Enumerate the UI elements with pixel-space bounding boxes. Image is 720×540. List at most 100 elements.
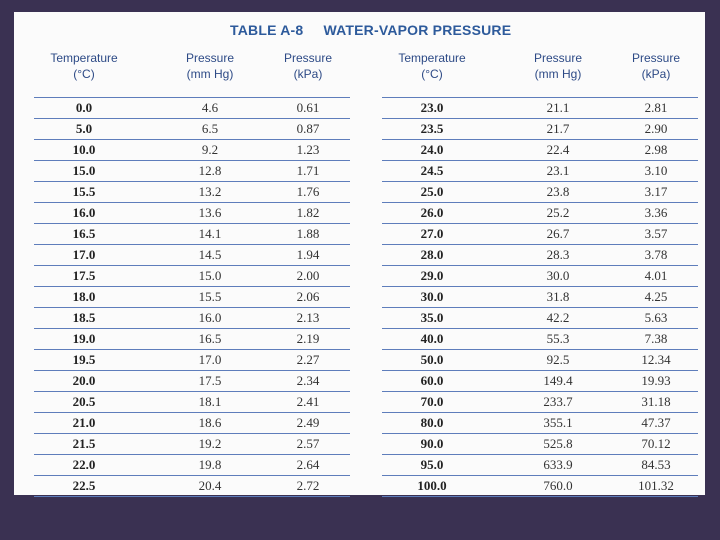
right-header-rule [382, 97, 698, 98]
left-table-row: 20.0 17.5 2.34 [34, 371, 350, 392]
pressure-mmhg-cell: 9.2 [201, 142, 219, 157]
row-rule [382, 202, 698, 203]
header-line: Pressure [631, 51, 681, 65]
header-line: Pressure [185, 51, 235, 65]
pressure-mmhg-cell: 149.4 [543, 373, 573, 388]
row-rule [382, 181, 698, 182]
right-table-row: 27.0 26.7 3.57 [382, 224, 698, 245]
header-line: (°C) [73, 67, 95, 81]
temperature-cell: 60.0 [420, 373, 444, 388]
pressure-kpa-cell: 2.81 [644, 100, 668, 115]
temperature-cell: 100.0 [417, 478, 447, 493]
pressure-kpa-cell: 2.98 [644, 142, 668, 157]
left-table-row: 22.5 20.4 2.72 [34, 476, 350, 497]
pressure-mmhg-cell: 633.9 [543, 457, 573, 472]
left-header-rule [34, 97, 350, 98]
header-line: Pressure [283, 51, 333, 65]
row-rule [34, 181, 350, 182]
row-rule [382, 370, 698, 371]
right-table-row: 23.0 21.1 2.81 [382, 98, 698, 119]
right-table-row: 26.0 25.2 3.36 [382, 203, 698, 224]
temperature-cell: 16.0 [72, 205, 96, 220]
pressure-mmhg-cell: 23.1 [546, 163, 570, 178]
left-table-row: 15.0 12.8 1.71 [34, 161, 350, 182]
left-table-row: 19.5 17.0 2.27 [34, 350, 350, 371]
temperature-cell: 5.0 [75, 121, 93, 136]
row-rule [382, 307, 698, 308]
row-rule [382, 139, 698, 140]
pressure-mmhg-cell: 6.5 [201, 121, 219, 136]
pressure-mmhg-cell: 25.2 [546, 205, 570, 220]
pressure-mmhg-cell: 525.8 [543, 436, 573, 451]
header-line: Temperature [50, 51, 118, 65]
pressure-kpa-cell: 2.06 [296, 289, 320, 304]
pressure-kpa-cell: 2.64 [296, 457, 320, 472]
pressure-kpa-cell: 1.23 [296, 142, 320, 157]
left-table-row: 17.0 14.5 1.94 [34, 245, 350, 266]
header-line: (°C) [421, 67, 443, 81]
table-title-bar: TABLE A-8 WATER-VAPOR PRESSURE [14, 22, 705, 38]
pressure-mmhg-cell: 4.6 [201, 100, 219, 115]
row-rule [34, 160, 350, 161]
temperature-cell: 22.5 [72, 478, 96, 493]
pressure-kpa-cell: 2.19 [296, 331, 320, 346]
temperature-cell: 40.0 [420, 331, 444, 346]
header-line: Temperature [398, 51, 466, 65]
temperature-cell: 16.5 [72, 226, 96, 241]
pressure-mmhg-cell: 15.0 [198, 268, 222, 283]
pressure-kpa-cell: 7.38 [644, 331, 668, 346]
pressure-mmhg-cell: 21.7 [546, 121, 570, 136]
row-rule [34, 454, 350, 455]
temperature-cell: 80.0 [420, 415, 444, 430]
temperature-cell: 29.0 [420, 268, 444, 283]
pressure-mmhg-cell: 20.4 [198, 478, 222, 493]
pressure-kpa-cell: 31.18 [641, 394, 671, 409]
temperature-cell: 26.0 [420, 205, 444, 220]
header-line: Pressure [533, 51, 583, 65]
row-rule [34, 139, 350, 140]
pressure-kpa-cell: 2.13 [296, 310, 320, 325]
pressure-kpa-cell: 2.41 [296, 394, 320, 409]
temperature-cell: 17.5 [72, 268, 96, 283]
row-rule [34, 391, 350, 392]
pressure-kpa-cell: 47.37 [641, 415, 671, 430]
row-rule [382, 475, 698, 476]
pressure-mmhg-cell: 55.3 [546, 331, 570, 346]
temperature-cell: 18.0 [72, 289, 96, 304]
pressure-mmhg-cell: 15.5 [198, 289, 222, 304]
row-rule [382, 265, 698, 266]
pressure-kpa-cell: 1.71 [296, 163, 320, 178]
left-table-row: 18.0 15.5 2.06 [34, 287, 350, 308]
pressure-kpa-cell: 2.90 [644, 121, 668, 136]
right-table-row: 24.5 23.1 3.10 [382, 161, 698, 182]
pressure-mmhg-cell: 19.8 [198, 457, 222, 472]
temperature-cell: 30.0 [420, 289, 444, 304]
row-rule [34, 475, 350, 476]
pressure-kpa-cell: 101.32 [638, 478, 674, 493]
temperature-cell: 27.0 [420, 226, 444, 241]
pressure-kpa-cell: 3.78 [644, 247, 668, 262]
temperature-cell: 15.5 [72, 184, 96, 199]
row-rule [382, 412, 698, 413]
pressure-mmhg-cell: 16.0 [198, 310, 222, 325]
header-line: (mm Hg) [534, 67, 582, 81]
pressure-mmhg-cell: 92.5 [546, 352, 570, 367]
temperature-cell: 24.0 [420, 142, 444, 157]
pressure-kpa-cell: 0.87 [296, 121, 320, 136]
row-rule [34, 223, 350, 224]
left-table-row: 17.5 15.0 2.00 [34, 266, 350, 287]
left-table-row: 20.5 18.1 2.41 [34, 392, 350, 413]
right-table-row: 30.0 31.8 4.25 [382, 287, 698, 308]
right-table-row: 29.0 30.0 4.01 [382, 266, 698, 287]
temperature-cell: 20.0 [72, 373, 96, 388]
temperature-cell: 22.0 [72, 457, 96, 472]
temperature-cell: 20.5 [72, 394, 96, 409]
right-header-pressure-kpa: Pressure (kPa) [614, 50, 698, 82]
temperature-cell: 95.0 [420, 457, 444, 472]
row-rule [382, 244, 698, 245]
row-rule [34, 349, 350, 350]
pressure-kpa-cell: 1.82 [296, 205, 320, 220]
right-table-row: 35.0 42.2 5.63 [382, 308, 698, 329]
row-rule [382, 328, 698, 329]
row-rule [382, 433, 698, 434]
